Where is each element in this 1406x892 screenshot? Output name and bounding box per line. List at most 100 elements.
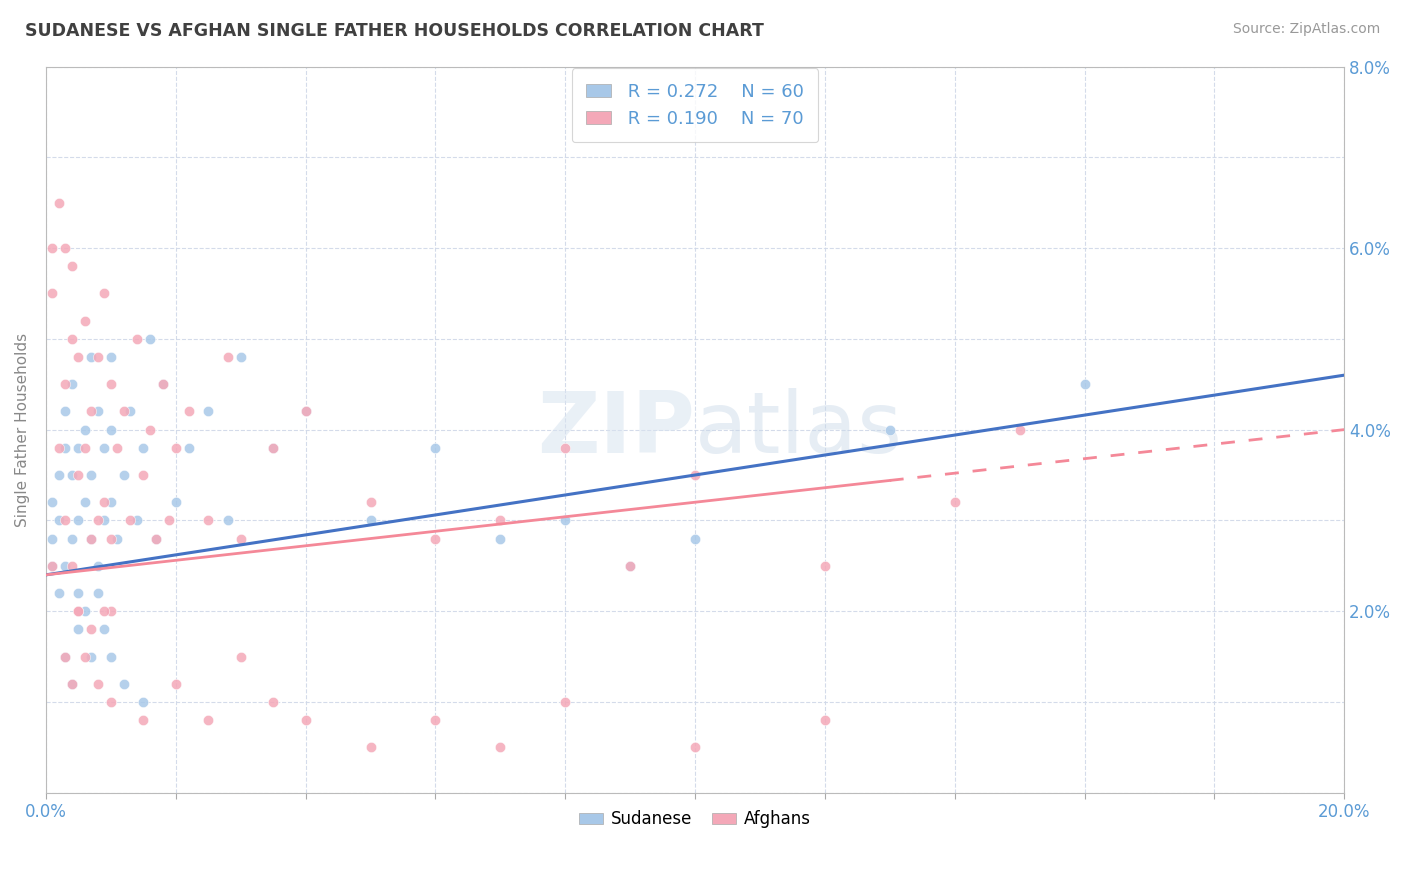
Point	[73, 423, 96, 437]
Point	[41, 241, 63, 255]
Point	[1008, 423, 1031, 437]
Point	[683, 468, 706, 483]
Point	[48, 468, 70, 483]
Point	[48, 441, 70, 455]
Point	[100, 350, 122, 364]
Point	[217, 513, 239, 527]
Point	[100, 423, 122, 437]
Point	[41, 558, 63, 573]
Point	[100, 495, 122, 509]
Point	[41, 495, 63, 509]
Point	[165, 495, 187, 509]
Point	[554, 513, 576, 527]
Point	[165, 441, 187, 455]
Point	[87, 677, 110, 691]
Point	[67, 604, 90, 618]
Point	[683, 532, 706, 546]
Point	[489, 740, 512, 755]
Point	[619, 558, 641, 573]
Point	[67, 586, 90, 600]
Point	[48, 586, 70, 600]
Point	[360, 495, 382, 509]
Point	[80, 622, 103, 636]
Point	[67, 468, 90, 483]
Point	[229, 649, 252, 664]
Point	[80, 350, 103, 364]
Point	[262, 695, 284, 709]
Point	[87, 404, 110, 418]
Point	[93, 622, 115, 636]
Point	[100, 532, 122, 546]
Point	[60, 332, 83, 346]
Point	[55, 241, 77, 255]
Point	[145, 532, 167, 546]
Point	[489, 513, 512, 527]
Point	[73, 441, 96, 455]
Point	[262, 441, 284, 455]
Text: SUDANESE VS AFGHAN SINGLE FATHER HOUSEHOLDS CORRELATION CHART: SUDANESE VS AFGHAN SINGLE FATHER HOUSEHO…	[25, 22, 765, 40]
Point	[294, 404, 316, 418]
Point	[197, 713, 219, 727]
Point	[100, 695, 122, 709]
Point	[165, 677, 187, 691]
Point	[177, 441, 200, 455]
Point	[814, 713, 837, 727]
Point	[197, 404, 219, 418]
Point	[41, 286, 63, 301]
Point	[67, 350, 90, 364]
Point	[554, 695, 576, 709]
Point	[73, 604, 96, 618]
Point	[943, 495, 966, 509]
Point	[132, 713, 155, 727]
Point	[80, 404, 103, 418]
Point	[55, 649, 77, 664]
Point	[425, 713, 447, 727]
Point	[48, 195, 70, 210]
Point	[360, 513, 382, 527]
Point	[229, 350, 252, 364]
Point	[87, 558, 110, 573]
Point	[60, 532, 83, 546]
Point	[157, 513, 180, 527]
Point	[67, 622, 90, 636]
Point	[55, 404, 77, 418]
Point	[139, 332, 162, 346]
Point	[60, 260, 83, 274]
Point	[87, 586, 110, 600]
Point	[55, 441, 77, 455]
Point	[360, 740, 382, 755]
Point	[425, 441, 447, 455]
Point	[60, 468, 83, 483]
Point	[814, 558, 837, 573]
Legend: Sudanese, Afghans: Sudanese, Afghans	[572, 804, 817, 835]
Point	[55, 513, 77, 527]
Point	[125, 332, 148, 346]
Point	[125, 513, 148, 527]
Point	[93, 604, 115, 618]
Point	[60, 558, 83, 573]
Point	[93, 286, 115, 301]
Point	[294, 404, 316, 418]
Point	[67, 604, 90, 618]
Point	[87, 350, 110, 364]
Point	[48, 513, 70, 527]
Point	[93, 513, 115, 527]
Point	[41, 558, 63, 573]
Point	[132, 468, 155, 483]
Point	[73, 495, 96, 509]
Point	[80, 532, 103, 546]
Text: ZIP: ZIP	[537, 388, 695, 471]
Point	[73, 314, 96, 328]
Point	[100, 604, 122, 618]
Point	[139, 423, 162, 437]
Point	[80, 649, 103, 664]
Point	[120, 513, 142, 527]
Point	[100, 649, 122, 664]
Point	[60, 377, 83, 392]
Point	[100, 377, 122, 392]
Text: Source: ZipAtlas.com: Source: ZipAtlas.com	[1233, 22, 1381, 37]
Point	[93, 441, 115, 455]
Point	[60, 677, 83, 691]
Point	[112, 404, 135, 418]
Point	[879, 423, 901, 437]
